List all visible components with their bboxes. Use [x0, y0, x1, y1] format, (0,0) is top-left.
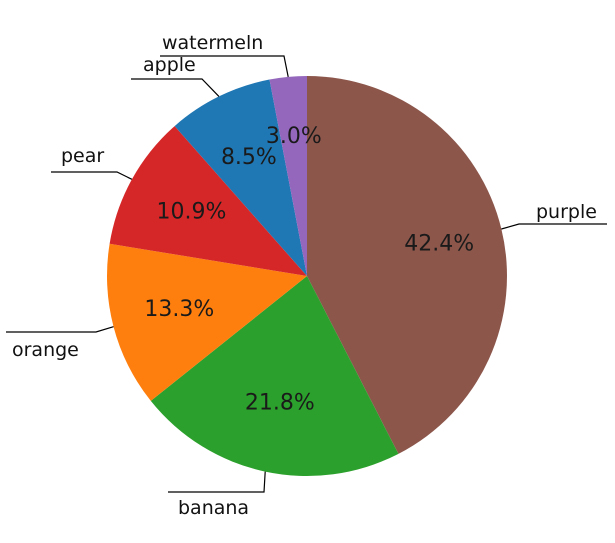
pie-slice-apple — [174, 79, 307, 276]
leader-line-watermeln — [160, 55, 289, 78]
percent-labels-layer: 42.4% 21.8% 13.3% 10.9% 8.5%3.0% — [144, 124, 474, 416]
percent-label-orange: 13.3% — [144, 297, 214, 322]
percent-label-apple: 8.5% — [221, 145, 277, 170]
pie-slice-pear — [109, 126, 308, 276]
pie-slice-orange — [107, 243, 308, 401]
leader-line-orange — [6, 326, 114, 333]
pie-slice-watermeln — [269, 76, 307, 276]
category-label-apple: apple — [143, 54, 196, 76]
category-label-banana: banana — [178, 497, 249, 519]
leader-line-banana — [168, 471, 266, 493]
leader-lines-layer — [6, 55, 607, 493]
category-label-purple: purple — [536, 201, 597, 223]
leader-line-pear — [51, 171, 133, 180]
leader-line-purple — [501, 223, 607, 230]
pie-slice-purple — [307, 76, 507, 454]
percent-label-watermeln: 3.0% — [266, 124, 322, 149]
pie-slice-banana — [150, 276, 399, 476]
percent-label-banana: 21.8% — [245, 391, 315, 416]
percent-label-pear: 10.9% — [157, 200, 227, 225]
slices-layer — [107, 76, 507, 476]
category-label-pear: pear — [61, 145, 104, 167]
category-label-orange: orange — [12, 339, 79, 361]
category-label-watermeln: watermeln — [162, 32, 263, 54]
percent-label-purple: 42.4% — [404, 232, 474, 257]
leader-line-apple — [131, 78, 220, 97]
